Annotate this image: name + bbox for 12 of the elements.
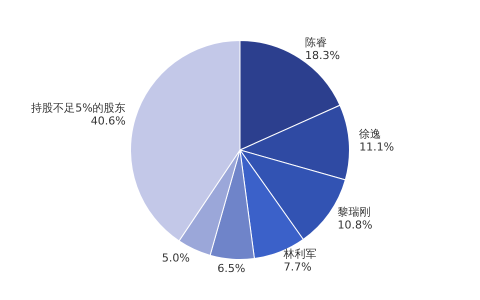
data-label: 40.6% <box>90 114 126 128</box>
data-label: 10.8% <box>338 218 373 232</box>
data-label: 11.1% <box>359 140 394 154</box>
slice-label: 林利军 <box>282 248 317 261</box>
data-label: 18.3% <box>304 49 340 62</box>
data-label: 5.0% <box>162 251 190 264</box>
slice-label: 陈睿 <box>304 36 327 50</box>
slice-label: 持股不足5%的股东 <box>31 102 126 115</box>
slice-label: 黎瑞刚 <box>338 205 371 218</box>
slice-label: 徐逸 <box>359 128 382 141</box>
data-label: 7.7% <box>284 260 312 274</box>
data-label: 6.5% <box>217 262 246 276</box>
